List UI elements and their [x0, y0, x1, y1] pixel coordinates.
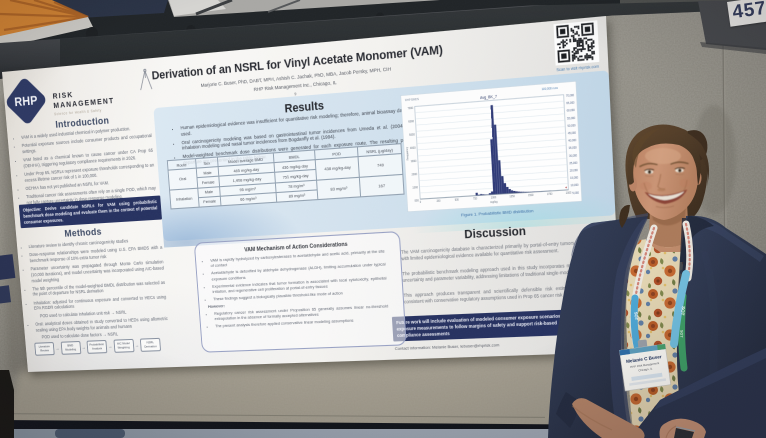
svg-text:SOT: SOT [634, 312, 640, 321]
svg-text:SOT: SOT [679, 330, 683, 338]
svg-text:SOT: SOT [680, 306, 686, 316]
